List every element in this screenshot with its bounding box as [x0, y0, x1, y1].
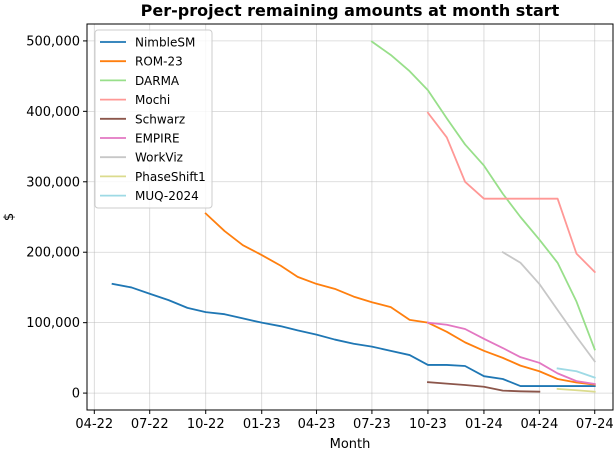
legend-label-mochi: Mochi — [135, 93, 170, 107]
legend-box — [94, 29, 213, 209]
series-lines — [111, 40, 597, 393]
x-tick-label: 10-22 — [187, 417, 225, 432]
legend-label-empire: EMPIRE — [135, 132, 180, 146]
legend-label-schwarz: Schwarz — [135, 112, 185, 126]
legend-label-nimblesm: NimbleSM — [135, 36, 195, 50]
y-tick-label: 200,000 — [26, 246, 80, 261]
series-line-nimblesm — [111, 282, 596, 387]
y-tick-label: 0 — [72, 387, 80, 402]
series-line-muq-2024 — [556, 367, 596, 379]
x-tick-label: 10-23 — [409, 417, 447, 432]
x-tick-label: 04-22 — [75, 417, 113, 432]
x-tick-label: 07-22 — [131, 417, 169, 432]
series-line-empire — [426, 321, 596, 385]
y-axis-ticks: 0 100,000 200,000 300,000 400,000 500,000 — [26, 34, 87, 402]
y-tick-label: 500,000 — [26, 34, 80, 49]
legend-label-workviz: WorkViz — [135, 151, 183, 165]
y-tick-label: 100,000 — [26, 316, 80, 331]
y-axis-label: $ — [2, 213, 17, 221]
legend-label-rom-23: ROM-23 — [135, 55, 183, 69]
series-line-darma — [370, 40, 596, 351]
x-tick-label: 04-24 — [520, 417, 558, 432]
x-tick-label: 07-24 — [576, 417, 614, 432]
series-line-schwarz — [426, 381, 541, 393]
series-line-workviz — [501, 250, 596, 363]
x-tick-label: 04-23 — [298, 417, 336, 432]
y-tick-label: 400,000 — [26, 105, 80, 120]
plot-frame — [86, 23, 614, 411]
chart-title: Per-project remaining amounts at month s… — [141, 1, 560, 20]
legend: NimbleSM ROM-23 DARMA Mochi Schwarz EMPIRE Wor… — [94, 29, 213, 209]
x-axis-ticks: 04-22 07-22 10-22 01-23 04-23 07-23 10-23 01-24… — [75, 410, 614, 432]
legend-label-phaseshift1: PhaseShift1 — [135, 170, 206, 184]
series-line-mochi — [426, 111, 597, 274]
x-tick-label: 01-24 — [465, 417, 503, 432]
x-tick-label: 07-23 — [353, 417, 391, 432]
x-tick-label: 01-23 — [243, 417, 281, 432]
grid — [87, 24, 613, 410]
series-line-phaseshift1 — [556, 387, 596, 393]
y-tick-label: 300,000 — [26, 175, 80, 190]
series-line-rom-23 — [204, 212, 596, 386]
legend-label-darma: DARMA — [135, 74, 180, 88]
x-axis-label: Month — [330, 437, 371, 452]
legend-label-muq-2024: MUQ-2024 — [135, 189, 199, 203]
